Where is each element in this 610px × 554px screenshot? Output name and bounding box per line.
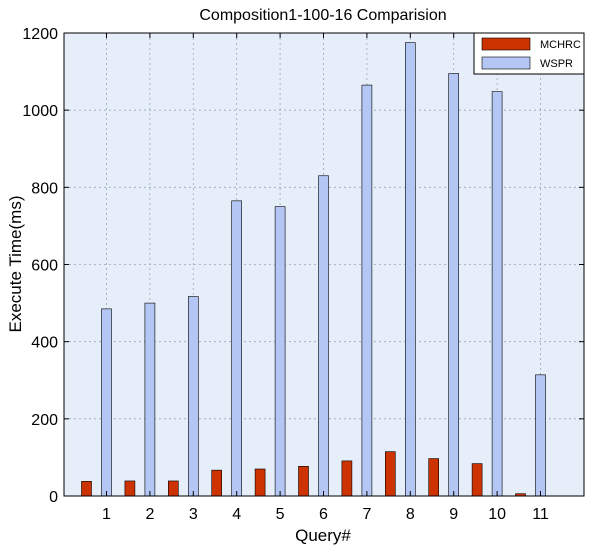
bar-mchrc-9	[428, 458, 440, 497]
bar-mchrc-7	[341, 460, 353, 497]
bar-mchrc-5	[254, 468, 266, 497]
bar-mchrc-8	[384, 451, 396, 497]
y-tick-label: 800	[31, 180, 58, 197]
bar-wspr-2	[144, 302, 156, 497]
bar-wspr-8	[404, 42, 416, 497]
x-tick-label: 10	[488, 506, 506, 523]
x-tick-label: 7	[362, 506, 371, 523]
bar-mchrc-1	[81, 481, 92, 497]
x-tick-label: 1	[102, 506, 111, 523]
bar-mchrc-2	[124, 480, 136, 497]
bar-mchrc-4	[211, 469, 222, 497]
bar-wspr-9	[448, 73, 460, 497]
x-axis: 1 2 3 4 5 6 7 8 9 10 11	[102, 33, 549, 523]
x-tick-label: 11	[532, 506, 549, 523]
legend-label-mchrc: MCHRC	[540, 39, 581, 51]
y-tick-label: 0	[49, 489, 58, 506]
x-tick-label: 8	[406, 506, 415, 523]
x-axis-title: Query#	[295, 526, 351, 545]
bar-mchrc-3	[168, 480, 179, 497]
bar-wspr-7	[361, 84, 373, 497]
bar-wspr-11	[535, 374, 546, 497]
x-tick-label: 4	[232, 506, 241, 523]
bar-wspr-5	[274, 206, 286, 497]
bar-mchrc-10	[471, 463, 483, 497]
legend-swatch-mchrc	[481, 37, 531, 51]
chart-title: Composition1-100-16 Comparision	[199, 7, 446, 24]
x-tick-label: 6	[319, 506, 328, 523]
bar-wspr-6	[318, 175, 329, 497]
bar-wspr-4	[231, 200, 242, 497]
x-tick-label: 9	[449, 506, 458, 523]
y-axis: 0 200 400 600 800 1000 1200	[22, 26, 584, 506]
bar-wspr-10	[491, 91, 503, 497]
legend: MCHRC WSPR	[473, 32, 585, 75]
legend-label-wspr: WSPR	[540, 58, 573, 70]
y-tick-label: 1000	[22, 103, 58, 120]
y-tick-label: 600	[31, 258, 58, 275]
bar-wspr-1	[101, 308, 112, 497]
y-tick-label: 400	[31, 335, 58, 352]
x-tick-label: 5	[276, 506, 285, 523]
legend-swatch-wspr	[481, 56, 531, 70]
y-tick-label: 1200	[22, 26, 58, 43]
x-tick-label: 3	[189, 506, 198, 523]
y-axis-title: Execute Time(ms)	[6, 196, 25, 333]
x-tick-label: 2	[145, 506, 154, 523]
bar-mchrc-6	[298, 465, 309, 497]
bars	[81, 42, 546, 497]
bar-wspr-3	[188, 296, 199, 497]
y-tick-label: 200	[31, 412, 58, 429]
